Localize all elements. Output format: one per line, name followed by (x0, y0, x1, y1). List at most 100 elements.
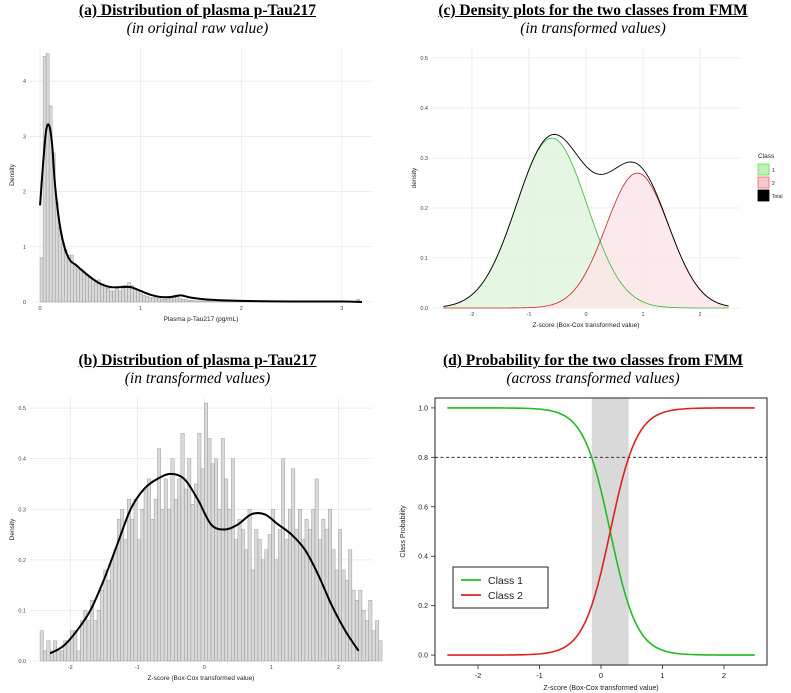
histogram-bar (145, 296, 149, 303)
histogram-bar (147, 478, 151, 662)
legend-label-class-2: Class 2 (488, 590, 523, 602)
histogram-bar (368, 600, 373, 662)
y-tick-label: 0.4 (18, 457, 26, 463)
histogram-bar (45, 53, 50, 303)
histogram-bar (298, 509, 302, 662)
histogram-bar (160, 509, 165, 662)
x-tick-label: 1 (139, 306, 142, 312)
histogram-bar (94, 282, 98, 303)
histogram-bar (187, 458, 192, 662)
legend-label-class-1: Class 1 (488, 575, 523, 587)
y-tick-label: 0.3 (18, 507, 26, 513)
y-tick-label: 3 (23, 134, 26, 140)
histogram-bar (311, 509, 316, 662)
histogram-bar (86, 620, 91, 662)
panel-c-subtitle: (in transformed values) (520, 20, 666, 37)
histogram-bar (205, 300, 210, 303)
y-tick-label: 0.2 (18, 558, 26, 564)
histogram-bar (59, 650, 64, 662)
y-tick-label: 1.0 (418, 405, 428, 412)
histogram-bar (210, 463, 215, 662)
histogram-bar (177, 478, 182, 662)
histogram-bar (227, 509, 232, 662)
histogram-bar (175, 296, 180, 303)
panel-d-chart: -2 -1 0 1 2 0.0 0.2 0.4 0.6 0.8 1.0 Z-score (Box-Co… (400, 397, 768, 692)
histogram-bar (197, 433, 202, 662)
panel-d-subtitle: (across transformed values) (506, 370, 680, 387)
histogram-bar (123, 539, 128, 662)
x-axis-label: Z-score (Box-Cox transformed value) (533, 322, 640, 329)
histogram-bar (56, 650, 61, 662)
histogram-bar (277, 529, 282, 662)
histogram-bar (109, 290, 113, 303)
histogram-bar (338, 529, 343, 662)
histogram-bar (157, 298, 161, 303)
histogram-bar (284, 539, 289, 662)
histogram-bar (181, 299, 186, 303)
histogram-bar (267, 534, 272, 662)
y-tick-label: 0 (23, 300, 26, 306)
panel-a-title: (a) Distribution of plasma p-Tau217 (78, 2, 317, 19)
panel-c-title: (c) Density plots for the two classes fr… (438, 2, 748, 19)
histogram-bar (139, 293, 143, 303)
histogram-bar (264, 549, 269, 662)
histogram-bar (230, 458, 235, 662)
histogram-bar (106, 579, 111, 662)
histogram-bar (341, 569, 346, 662)
x-tick-label: 0 (599, 671, 603, 680)
x-tick-label: 2 (240, 306, 243, 312)
panel-d-title-block: (d) Probability for the two classes from… (395, 352, 791, 388)
class-1-density-area (443, 138, 729, 308)
class-1-probability-line (447, 407, 755, 656)
histogram-bar (294, 529, 299, 662)
histogram-bar (42, 56, 47, 303)
histogram-bar (143, 488, 148, 662)
histogram-bar (180, 433, 185, 662)
panel-a-subtitle: (in original raw value) (126, 20, 269, 37)
histogram-bar (76, 650, 81, 662)
histogram-bar (66, 640, 71, 662)
y-tick-label: 1 (23, 245, 26, 251)
class-2-density-area (443, 173, 729, 308)
histogram-bar (39, 257, 44, 303)
histogram-bar (57, 227, 62, 303)
histogram-bar (115, 287, 119, 303)
x-tick-label: 1 (642, 312, 645, 318)
panel-a-title-block: (a) Distribution of plasma p-Tau217 (in … (0, 2, 395, 38)
histogram-bar (166, 297, 171, 303)
legend-key-2 (757, 176, 770, 189)
histogram-bar (351, 589, 356, 662)
y-tick-label: 0.5 (18, 406, 26, 412)
histogram-bar (91, 279, 95, 303)
histogram-bar (127, 498, 131, 662)
histogram-bar (184, 488, 188, 662)
histogram-bar (67, 254, 71, 303)
legend-label-2: 2 (772, 181, 775, 187)
y-axis-label: Density (9, 163, 16, 185)
histogram-bar (257, 539, 262, 662)
histogram-bar (103, 569, 108, 662)
y-tick-label: 2 (23, 190, 26, 196)
legend-box (452, 566, 549, 609)
histogram-bar (88, 276, 92, 303)
histogram-bar (103, 285, 107, 303)
legend-key-1 (757, 163, 770, 176)
panel-b-title: (b) Distribution of plasma p-Tau217 (78, 352, 317, 369)
histogram-bar (187, 300, 192, 303)
histogram-bar (184, 299, 189, 303)
histogram-bar (308, 529, 312, 662)
histogram-bar (217, 509, 222, 662)
histogram-bar (375, 620, 379, 662)
histogram-bar (241, 529, 245, 662)
y-tick-label: 0.0 (420, 306, 428, 312)
panel-c-chart: 0.0 0.1 0.2 0.3 0.4 0.5 -2 -1 0 1 2 Z-score (Box-Co… (411, 48, 783, 329)
panel-a: (a) Distribution of plasma p-Tau217 (in … (0, 0, 395, 345)
y-tick-label: 4 (23, 79, 26, 85)
histogram-bar (130, 519, 135, 662)
histogram-bar (85, 274, 89, 303)
histogram-bar (234, 539, 239, 662)
histogram-bar (237, 519, 242, 662)
histogram-bar (190, 300, 195, 303)
histogram-bar (163, 478, 168, 662)
x-tick-label: 2 (699, 312, 702, 318)
